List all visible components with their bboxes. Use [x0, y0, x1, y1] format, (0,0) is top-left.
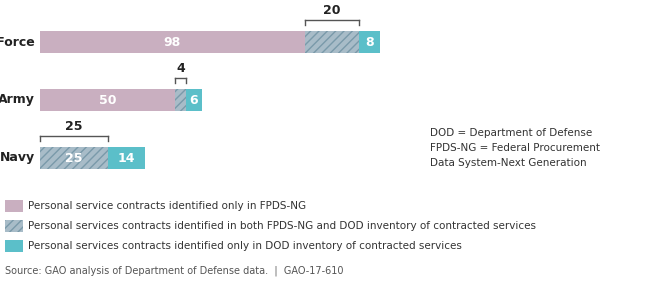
Text: 14: 14 [118, 152, 135, 164]
Text: 25: 25 [65, 120, 83, 133]
Text: Personal services contracts identified only in DOD inventory of contracted servi: Personal services contracts identified o… [28, 241, 462, 251]
Bar [5, 240, 23, 252]
Text: 20: 20 [323, 4, 341, 17]
Text: 25: 25 [65, 152, 83, 164]
Text: Air Force: Air Force [0, 36, 35, 48]
Bar [107, 147, 146, 169]
Bar [175, 89, 186, 111]
Text: DOD = Department of Defense
FPDS-NG = Federal Procurement
Data System-Next Gener: DOD = Department of Defense FPDS-NG = Fe… [430, 128, 600, 168]
Text: 6: 6 [190, 93, 198, 107]
Bar [5, 220, 23, 232]
Text: Personal service contracts identified only in FPDS-NG: Personal service contracts identified on… [28, 201, 306, 211]
Bar [305, 31, 359, 53]
Text: 4: 4 [176, 62, 185, 75]
Bar [40, 147, 107, 169]
Text: Navy: Navy [0, 152, 35, 164]
Text: Source: GAO analysis of Department of Defense data.  |  GAO-17-610: Source: GAO analysis of Department of De… [5, 265, 343, 276]
Text: 50: 50 [99, 93, 116, 107]
Bar [40, 31, 305, 53]
Bar [359, 31, 380, 53]
Bar [186, 89, 202, 111]
Text: Personal services contracts identified in both FPDS-NG and DOD inventory of cont: Personal services contracts identified i… [28, 221, 536, 231]
Bar [5, 220, 23, 232]
Text: Army: Army [0, 93, 35, 107]
Bar [5, 200, 23, 212]
Bar [40, 89, 175, 111]
Text: 98: 98 [164, 36, 181, 48]
Text: 8: 8 [365, 36, 374, 48]
